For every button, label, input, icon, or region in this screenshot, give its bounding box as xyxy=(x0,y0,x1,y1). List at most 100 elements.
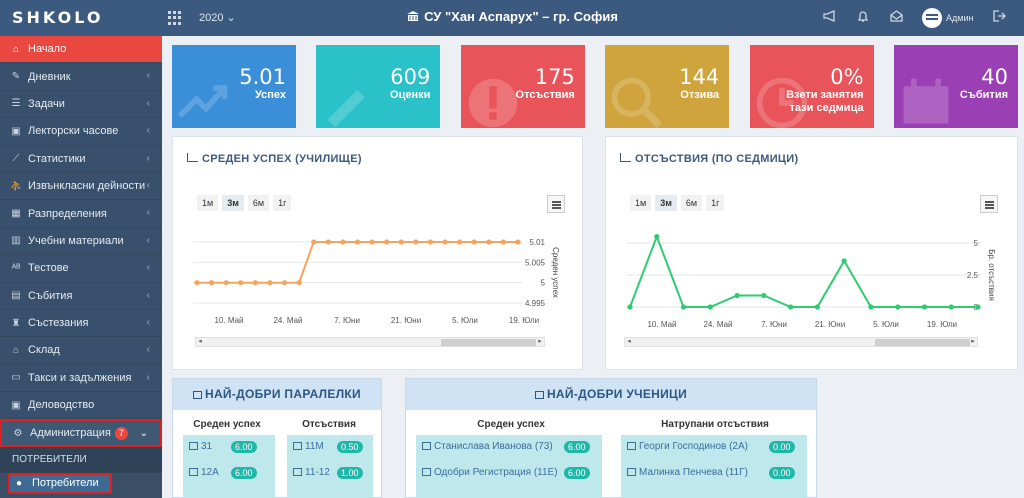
ranking-row-name[interactable]: Георги Господинов (2А) xyxy=(627,441,748,452)
data-point[interactable] xyxy=(413,239,419,245)
data-point[interactable] xyxy=(208,280,215,286)
data-point[interactable] xyxy=(761,292,767,299)
chart-scrollbar[interactable]: ◂ ▸ xyxy=(624,337,978,347)
logout-icon[interactable] xyxy=(991,10,1007,26)
data-point[interactable] xyxy=(311,239,317,245)
data-point[interactable] xyxy=(788,304,794,310)
data-point[interactable] xyxy=(707,304,713,310)
data-point[interactable] xyxy=(296,280,302,286)
data-point[interactable] xyxy=(398,239,404,245)
sidebar-item-4[interactable]: ⟋ Статистики ‹ xyxy=(0,145,162,173)
data-point[interactable] xyxy=(921,304,928,310)
data-point[interactable] xyxy=(814,304,820,310)
zoom-button[interactable]: 6м xyxy=(247,195,270,211)
data-point[interactable] xyxy=(340,239,346,245)
data-point[interactable] xyxy=(442,239,448,245)
data-point[interactable] xyxy=(627,304,633,310)
data-point[interactable] xyxy=(223,280,229,286)
data-point[interactable] xyxy=(369,239,375,245)
scroll-left-icon[interactable]: ◂ xyxy=(198,338,202,345)
megaphone-icon[interactable] xyxy=(822,10,838,26)
stat-card[interactable]: 175 Отсъствия xyxy=(460,45,585,128)
data-point[interactable] xyxy=(500,239,507,245)
chart-scrollbar[interactable]: ◂ ▸ xyxy=(195,337,545,347)
zoom-button[interactable]: 3м xyxy=(655,195,677,211)
year-select[interactable]: 2020 ⌄ xyxy=(199,12,236,24)
data-point[interactable] xyxy=(354,239,361,245)
sidebar-item-label: Разпределения xyxy=(28,207,107,220)
chart-menu-button[interactable] xyxy=(980,195,998,213)
sidebar-item-12[interactable]: ▭ Такси и задължения ‹ xyxy=(0,364,162,393)
ranking-row-name[interactable]: 11М xyxy=(293,441,324,452)
data-point[interactable] xyxy=(841,258,847,264)
scroll-left-icon[interactable]: ◂ xyxy=(627,338,631,345)
data-point[interactable] xyxy=(281,280,288,286)
data-point[interactable] xyxy=(325,239,331,245)
zoom-button[interactable]: 1г xyxy=(706,195,725,211)
ranking-value-badge: 6.00 xyxy=(231,467,257,479)
inbox-icon[interactable] xyxy=(888,10,904,26)
stat-card[interactable]: 0% Взети занятия тази седмица xyxy=(749,45,874,128)
row-name: 12А xyxy=(201,467,219,478)
sidebar-item-1[interactable]: ✎ Дневник ‹ xyxy=(0,63,162,91)
data-point[interactable] xyxy=(457,239,463,245)
sidebar-item-2[interactable]: ☰ Задачи ‹ xyxy=(0,90,162,119)
ranking-row-name[interactable]: 12А xyxy=(189,467,219,478)
sidebar-item-7[interactable]: ▥ Учебни материали ‹ xyxy=(0,227,162,256)
ranking-row-name[interactable]: Станислава Иванова (73) xyxy=(422,441,553,452)
stat-card[interactable]: 609 Оценки xyxy=(316,45,441,128)
row-name: 31 xyxy=(201,441,213,452)
zoom-button[interactable]: 1м xyxy=(197,195,219,211)
data-point[interactable] xyxy=(471,239,477,245)
user-avatar[interactable] xyxy=(922,8,942,28)
ranking-row-name[interactable]: 11-12 xyxy=(293,467,330,478)
data-point[interactable] xyxy=(252,280,258,286)
scroll-right-icon[interactable]: ▸ xyxy=(971,338,975,345)
sidebar-item-3[interactable]: ▣ Лекторски часове ‹ xyxy=(0,118,162,146)
sidebar-item-administration[interactable]: ⚙ Администрация 7 ⌄ xyxy=(0,419,162,447)
data-point[interactable] xyxy=(895,304,901,310)
apps-grid-icon[interactable] xyxy=(168,11,182,25)
sidebar-item-6[interactable]: ▦ Разпределения ‹ xyxy=(0,200,162,228)
data-point[interactable] xyxy=(384,239,390,245)
shkolo-logo[interactable]: SHKOLO xyxy=(12,8,104,27)
zoom-button[interactable]: 6м xyxy=(680,195,703,211)
data-point[interactable] xyxy=(654,234,660,240)
scroll-right-icon[interactable]: ▸ xyxy=(538,338,542,345)
chart-menu-button[interactable] xyxy=(547,195,565,213)
sidebar-item-0[interactable]: ⌂ Начало xyxy=(0,36,162,64)
sidebar-item-5[interactable]: ⛹ Извънкласни дейности ‹ xyxy=(0,172,162,201)
data-point[interactable] xyxy=(734,292,740,299)
sidebar-item-9[interactable]: ▤ Събития ‹ xyxy=(0,282,162,310)
stat-card[interactable]: 40 Събития xyxy=(894,45,1018,128)
data-point[interactable] xyxy=(948,304,954,310)
scrollbar-thumb[interactable] xyxy=(441,339,536,346)
user-name[interactable]: Админ xyxy=(946,13,974,23)
bell-icon[interactable] xyxy=(855,10,871,26)
sidebar-item-11[interactable]: ⌂ Склад ‹ xyxy=(0,337,162,365)
zoom-button[interactable]: 3м xyxy=(222,195,244,211)
data-point[interactable] xyxy=(486,239,492,245)
data-point[interactable] xyxy=(975,304,981,310)
chevron-left-icon: ‹ xyxy=(146,234,150,246)
data-point[interactable] xyxy=(680,304,687,310)
ranking-row-name[interactable]: Одобри Регистрация (11Е) xyxy=(422,467,558,478)
sidebar-item-8[interactable]: ᴬᴮ Тестове ‹ xyxy=(0,255,162,283)
data-point[interactable] xyxy=(427,239,434,245)
zoom-button[interactable]: 1м xyxy=(630,195,652,211)
data-point[interactable] xyxy=(238,280,244,286)
ranking-row-name[interactable]: 31 xyxy=(189,441,212,452)
zoom-button[interactable]: 1г xyxy=(273,195,292,211)
ranking-row-name[interactable]: Малинка Пенчева (11Г) xyxy=(627,467,748,478)
stat-card[interactable]: 144 Отзива xyxy=(605,45,730,128)
data-point[interactable] xyxy=(267,280,273,286)
sidebar-subitem-users[interactable]: ● Потребители xyxy=(8,472,112,494)
data-point[interactable] xyxy=(868,304,874,310)
scrollbar-thumb[interactable] xyxy=(875,339,970,346)
sidebar-item-10[interactable]: ♜ Състезания ‹ xyxy=(0,309,162,338)
data-point[interactable] xyxy=(194,280,200,286)
sidebar-item-13[interactable]: ▣ Деловодство xyxy=(0,392,162,420)
stat-label: Успех xyxy=(254,89,286,101)
data-point[interactable] xyxy=(515,239,521,245)
stat-card[interactable]: 5.01 Успех xyxy=(172,45,296,128)
